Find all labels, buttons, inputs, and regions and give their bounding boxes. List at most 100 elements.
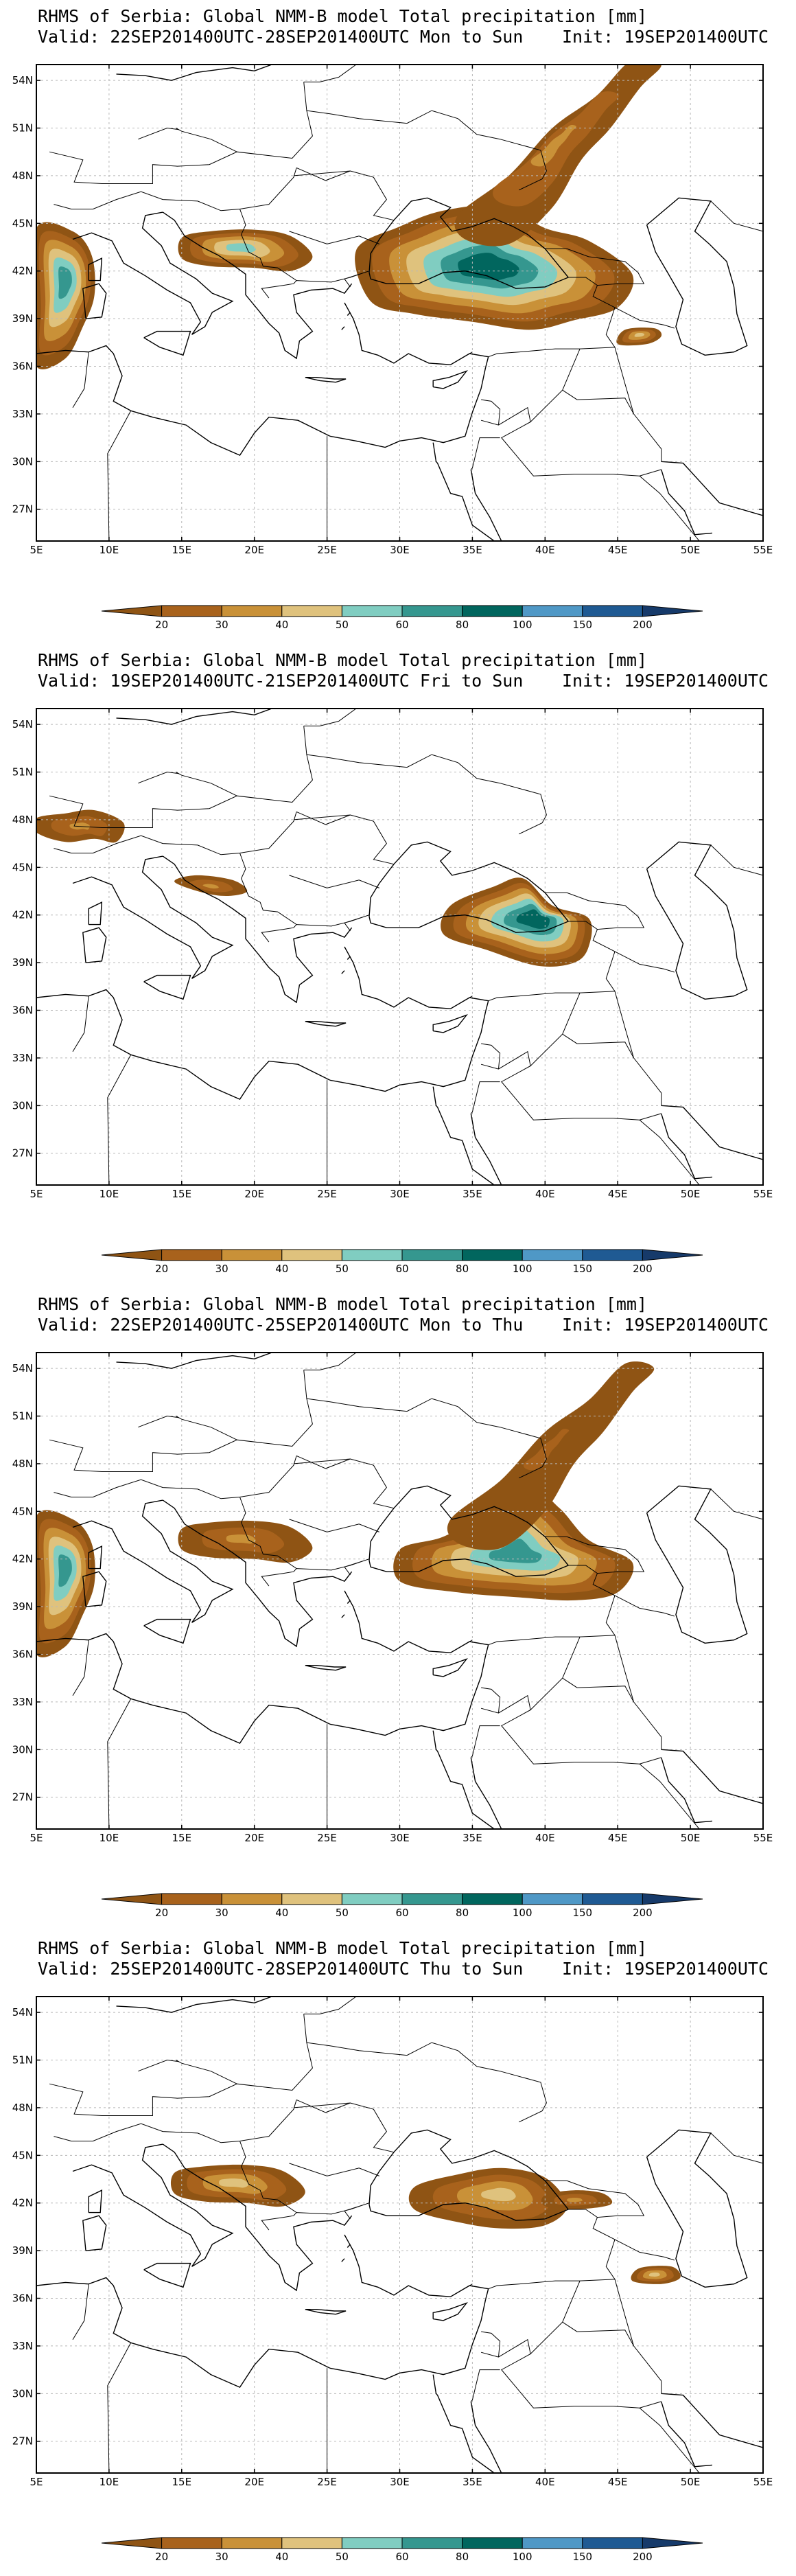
lat-tick-label: 30N — [12, 1743, 33, 1756]
lat-tick-label: 39N — [12, 2244, 33, 2257]
colorbar-label: 150 — [572, 1263, 592, 1275]
lat-tick-label: 39N — [12, 956, 33, 969]
lon-tick-label: 50E — [681, 1188, 701, 1200]
colorbar-segment — [522, 605, 583, 617]
colorbar-segment — [582, 605, 643, 617]
init-time: Init: 19SEP201400UTC — [561, 27, 769, 47]
colorbar-label: 150 — [572, 2551, 592, 2563]
colorbar-segment — [462, 2537, 523, 2549]
colorbar-label: 20 — [155, 2551, 168, 2563]
precip-contour — [58, 266, 72, 299]
lon-tick-label: 5E — [30, 544, 43, 556]
colorbar: 20 30 40 50 60 80 100 150 200 — [101, 1893, 703, 1919]
lon-tick-label: 50E — [681, 2476, 701, 2488]
lat-tick-label: 54N — [12, 2006, 33, 2019]
lon-tick-label: 20E — [244, 2476, 264, 2488]
panel-title: RHMS of Serbia: Global NMM-B model Total… — [38, 1938, 648, 1958]
lon-tick-label: 55E — [753, 1832, 773, 1844]
coastlines — [36, 709, 763, 1185]
lon-tick-label: 55E — [753, 1188, 773, 1200]
valid-period: Valid: 22SEP201400UTC-28SEP201400UTC Mon… — [38, 27, 524, 47]
colorbar-label: 150 — [572, 619, 592, 631]
lon-tick-label: 40E — [535, 2476, 555, 2488]
colorbar-label: 50 — [336, 619, 349, 631]
map-panel-1: 5E 10E 15E 20E 25E 30E 35E 40E 45E 50E 55E 54N 51N 48… — [0, 0, 796, 644]
colorbar-label: 50 — [336, 2551, 349, 2563]
lon-tick-label: 15E — [172, 544, 192, 556]
lat-tick-label: 33N — [12, 1696, 33, 1708]
grid-lines — [36, 1997, 763, 2473]
lat-tick-label: 45N — [12, 1505, 33, 1517]
colorbar-label: 20 — [155, 619, 168, 631]
colorbar-label: 40 — [275, 619, 288, 631]
lat-tick-label: 33N — [12, 2340, 33, 2352]
lat-tick-label: 51N — [12, 122, 33, 135]
precip-field — [36, 809, 592, 967]
colorbar-segment — [101, 2537, 163, 2549]
precip-contour — [567, 2198, 583, 2203]
map-panel-4: 5E 10E 15E 20E 25E 30E 35E 40E 45E 50E 55E 54N 51N 48… — [0, 1932, 796, 2576]
colorbar-label: 30 — [215, 2551, 229, 2563]
colorbar-label: 200 — [633, 1263, 653, 1275]
colorbar-segment — [522, 1893, 583, 1905]
precip-field — [36, 1361, 655, 1657]
colorbar-label: 100 — [513, 619, 532, 631]
panel-title: RHMS of Serbia: Global NMM-B model Total… — [38, 650, 648, 670]
colorbar-segment — [401, 1249, 463, 1261]
colorbar: 20 30 40 50 60 80 100 150 200 — [101, 605, 703, 631]
lon-tick-label: 30E — [390, 1188, 410, 1200]
grid-lines — [36, 709, 763, 1185]
colorbar-label: 40 — [275, 1907, 288, 1919]
lat-tick-label: 54N — [12, 718, 33, 731]
precip-contour — [489, 1539, 542, 1563]
lon-tick-label: 40E — [535, 544, 555, 556]
colorbar-label: 20 — [155, 1907, 168, 1919]
colorbar-segment — [642, 605, 703, 617]
lat-tick-label: 42N — [12, 265, 33, 277]
lon-tick-label: 10E — [100, 544, 119, 556]
colorbar-segment — [221, 1893, 283, 1905]
colorbar-label: 50 — [336, 1907, 349, 1919]
lon-tick-label: 5E — [30, 1188, 43, 1200]
colorbar-segment — [462, 1893, 523, 1905]
colorbar-segment — [161, 1893, 222, 1905]
lon-tick-label: 5E — [30, 1832, 43, 1844]
lat-tick-label: 48N — [12, 814, 33, 826]
lat-tick-label: 42N — [12, 2197, 33, 2209]
precip-contour — [226, 243, 256, 253]
precip-contour — [523, 1429, 570, 1471]
map-canvas: 5E 10E 15E 20E 25E 30E 35E 40E 45E 50E 55E 54N 51N 48… — [12, 708, 773, 1275]
lon-tick-label: 35E — [463, 2476, 482, 2488]
precip-contour — [226, 1534, 256, 1544]
colorbar-segment — [642, 1893, 703, 1905]
lon-tick-label: 45E — [608, 1832, 628, 1844]
colorbar-label: 150 — [572, 1907, 592, 1919]
colorbar-label: 30 — [215, 619, 229, 631]
lon-tick-label: 10E — [100, 1832, 119, 1844]
colorbar-segment — [281, 2537, 342, 2549]
colorbar-segment — [582, 1893, 643, 1905]
lat-tick-label: 30N — [12, 455, 33, 468]
colorbar-label: 80 — [456, 1263, 469, 1275]
map-panel-3: 5E 10E 15E 20E 25E 30E 35E 40E 45E 50E 55E 54N 51N 48… — [0, 1288, 796, 1932]
coastlines — [36, 1997, 763, 2473]
lon-tick-label: 50E — [681, 1832, 701, 1844]
lon-tick-label: 30E — [390, 2476, 410, 2488]
colorbar-label: 40 — [275, 2551, 288, 2563]
colorbar-label: 80 — [456, 619, 469, 631]
lat-tick-label: 30N — [12, 2387, 33, 2400]
valid-period: Valid: 25SEP201400UTC-28SEP201400UTC Thu… — [38, 1959, 524, 1979]
colorbar-segment — [221, 1249, 283, 1261]
precip-field — [36, 65, 662, 369]
lon-tick-label: 40E — [535, 1188, 555, 1200]
lon-tick-label: 5E — [30, 2476, 43, 2488]
colorbar-label: 60 — [395, 1263, 408, 1275]
lat-tick-label: 45N — [12, 2149, 33, 2161]
lon-tick-label: 45E — [608, 2476, 628, 2488]
colorbar-segment — [101, 1893, 163, 1905]
colorbar-segment — [401, 1893, 463, 1905]
lat-tick-label: 48N — [12, 1458, 33, 1470]
colorbar-segment — [462, 1249, 523, 1261]
lon-tick-label: 45E — [608, 1188, 628, 1200]
colorbar-label: 60 — [395, 1907, 408, 1919]
